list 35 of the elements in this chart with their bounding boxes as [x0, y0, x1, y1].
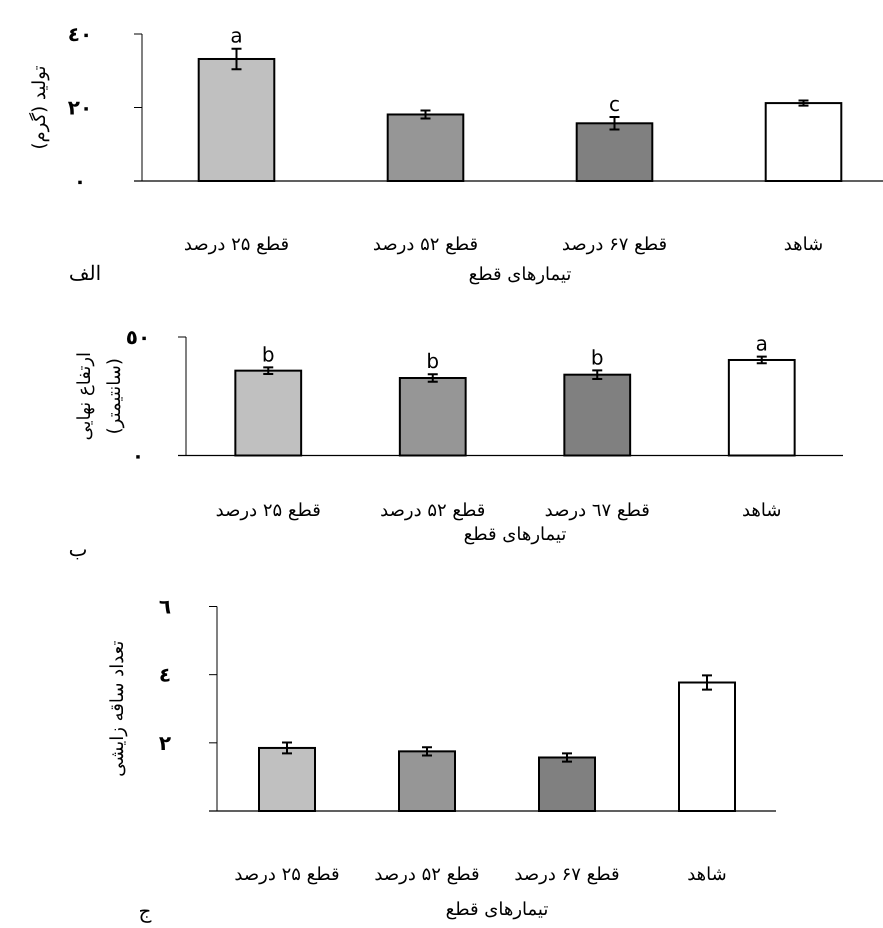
text: ج [138, 899, 152, 923]
x-tick-label: قطع ۲۵ درصد [216, 500, 321, 521]
y-axis-title: تولید (گرم) [28, 65, 50, 150]
x-tick-label: قطع ۲۵ درصد [184, 234, 290, 255]
y-axis-title: تعداد ساقه زایشی [106, 640, 128, 777]
annotation: a [756, 332, 768, 356]
x-tick-label: قطع ۶۷ درصد [562, 234, 668, 255]
y-axis-title: ارتفاع نهایی (سانتیمتر) [74, 352, 125, 441]
y-tick-label: ٢٠ [68, 96, 92, 120]
x-tick-label: قطع ۵۲ درصد [380, 500, 486, 521]
x-tick-label: قطع ۶۷ درصد [514, 864, 620, 885]
x-tick-label: شاهد [784, 234, 824, 255]
annotation: b [262, 342, 275, 366]
y-tick-label: ٠ [74, 169, 86, 193]
x-axis-title: تیمارهای قطع [468, 264, 572, 285]
y-tick-label: ٦ [158, 594, 172, 618]
x-tick-label: قطع ۲۵ درصد [234, 864, 340, 885]
x-tick-label: قطع ۵۲ درصد [374, 864, 480, 885]
text: ب [68, 537, 88, 561]
y-tick-label: ٢ [158, 730, 172, 755]
annotation: b [426, 349, 440, 374]
y-tick-label: ٤ [158, 662, 172, 687]
annotation: c [609, 92, 620, 116]
text: الف [68, 261, 102, 285]
x-axis-title: تیمارهای قطع [446, 899, 548, 920]
annotation: a [230, 24, 243, 48]
x-tick-label: شاهد [742, 500, 782, 521]
x-tick-label: قطع ٦٧ درصد [544, 500, 650, 521]
x-tick-label: قطع ۵۲ درصد [372, 234, 478, 255]
y-tick-label: ٠ [132, 444, 144, 468]
x-tick-label: شاهد [687, 864, 727, 885]
y-tick-label: ٥٠ [126, 325, 150, 349]
x-axis-title: تیمارهای قطع [464, 524, 566, 545]
y-tick-label: ٤٠ [68, 22, 92, 46]
annotation: b [590, 345, 604, 370]
